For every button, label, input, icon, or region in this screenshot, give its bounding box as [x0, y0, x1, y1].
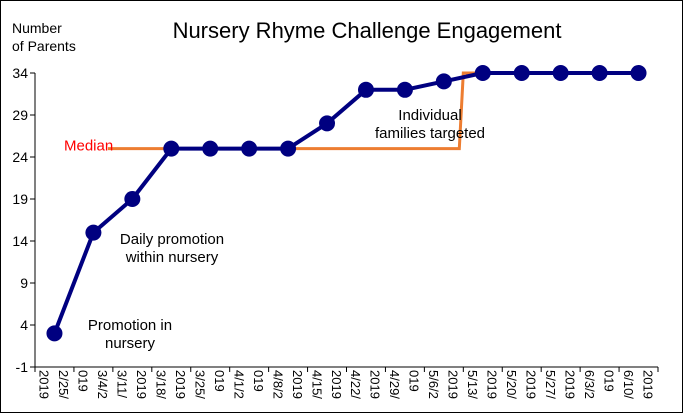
annotation-text: nursery	[105, 335, 156, 352]
data-point	[280, 140, 297, 157]
data-point	[435, 73, 452, 90]
x-tick-label: 2019	[523, 370, 538, 399]
x-tick-label: 2019	[134, 370, 149, 399]
x-tick-label: 2019	[640, 370, 655, 399]
data-point	[124, 191, 141, 207]
x-tick-label: 2019	[290, 370, 305, 399]
annotation-text: Promotion in	[88, 317, 172, 334]
data-point	[319, 115, 336, 132]
x-tick-label: 3/11/	[115, 370, 130, 398]
x-tick-label: 4/22/	[348, 370, 363, 399]
data-point	[552, 65, 569, 81]
x-tick-label: 3/18/	[154, 370, 169, 399]
data-point	[591, 65, 608, 81]
x-tick-label: 5/20/	[504, 370, 519, 399]
data-point	[513, 65, 530, 81]
y-tick-label: -1	[16, 359, 29, 375]
x-tick-label: 019	[76, 370, 91, 392]
y-axis-label-line-1: Number	[12, 20, 62, 36]
x-tick-label: 4/29/	[387, 370, 402, 399]
x-tick-label: 2019	[329, 370, 344, 399]
annotation-text: within nursery	[125, 249, 219, 266]
median-label: Median	[64, 138, 113, 155]
x-tick-label: 4/15/	[309, 370, 324, 399]
x-tick-label: 019	[251, 370, 266, 392]
y-axis-label-line-2: of Parents	[12, 38, 76, 54]
x-tick-label: 019	[407, 370, 422, 392]
y-tick-label: 9	[20, 275, 28, 291]
y-tick-label: 29	[12, 107, 28, 123]
x-tick-label: 019	[601, 370, 616, 392]
x-tick-label: 3/25/	[192, 370, 207, 399]
data-point	[46, 325, 63, 342]
data-point	[474, 65, 491, 81]
x-tick-label: 6/10/	[621, 370, 636, 399]
annotation-text: families targeted	[375, 125, 485, 142]
y-tick-label: 34	[12, 65, 28, 81]
data-point	[202, 140, 219, 157]
x-tick-label: 4/1/2	[231, 370, 246, 399]
y-tick-label: 24	[12, 149, 28, 165]
x-tick-label: 5/27/	[543, 370, 558, 399]
data-point	[396, 81, 413, 98]
y-tick-label: 19	[12, 191, 28, 207]
series-line	[52, 71, 639, 335]
x-tick-label: 2019	[173, 370, 188, 399]
data-point	[357, 81, 374, 98]
x-tick-label: 5/6/2	[426, 370, 441, 399]
x-tick-label: 2019	[37, 370, 52, 399]
annotation-text: Individual	[398, 107, 461, 124]
x-tick-label: 2/25/	[56, 370, 71, 399]
x-tick-label: 2019	[446, 370, 461, 399]
x-tick-label: 2019	[485, 370, 500, 399]
x-tick-label: 6/3/2	[582, 370, 597, 399]
y-tick-label: 14	[12, 233, 28, 249]
x-tick-label: 2019	[562, 370, 577, 399]
data-point	[241, 140, 258, 157]
data-point	[85, 224, 102, 241]
x-tick-label: 5/13/	[465, 370, 480, 399]
data-point	[630, 65, 647, 81]
data-point	[163, 140, 180, 157]
x-tick-label: 4/8/2	[270, 370, 285, 399]
x-tick-label: 2019	[368, 370, 383, 399]
annotation-text: Daily promotion	[120, 231, 224, 248]
plot-area: 34 29 24 19 14 9 4 -1 2019 2/25/019 3/4/2 3/11/2019…	[12, 65, 659, 399]
chart-title: Nursery Rhyme Challenge Engagement	[173, 18, 562, 43]
y-tick-label: 4	[20, 317, 28, 333]
x-tick-label: 3/4/2	[95, 370, 110, 399]
x-tick-label: 019	[212, 370, 227, 392]
